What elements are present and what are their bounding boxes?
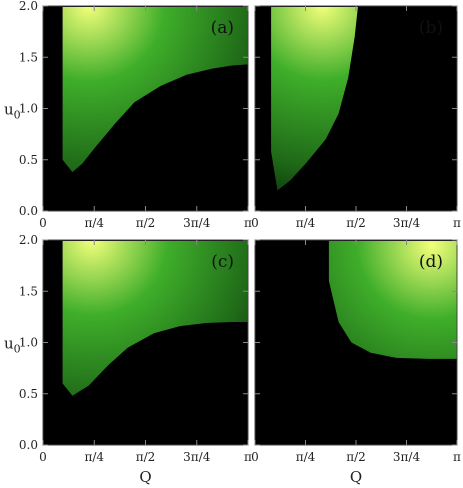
x-tick-label: π/4 [84,450,104,464]
panel-b: (b) 0 π/4 π/2 3π/4 π [251,5,461,230]
x-tick-label: 3π/4 [393,450,421,464]
x-tick-label: 0 [39,216,47,230]
panel-label: (c) [211,252,234,272]
panel-c: (c) 0 π/4 π/2 3π/4 π 0.0 0.5 1.0 1.5 2.0 [19,233,252,464]
y-axis-title: u0 [4,101,21,122]
stability-region [62,7,248,173]
x-tick-label: 3π/4 [183,216,211,230]
stability-region [271,7,358,191]
x-tick-label: 0 [39,450,47,464]
x-tick-label: π/2 [346,216,366,230]
stability-region [328,241,457,359]
x-tick-label: 3π/4 [183,450,211,464]
panel-label: (a) [211,18,234,38]
y-tick-label: 1.0 [19,102,38,116]
y-tick-label: 0.0 [19,438,38,452]
x-tick-label: π/4 [84,216,104,230]
panel-label: (b) [419,18,443,38]
y-tick-label: 1.5 [19,50,38,64]
x-axis-title: Q [139,468,151,486]
x-tick-label: π/4 [296,450,316,464]
y-axis-title: u0 [4,335,21,356]
x-tick-label: 0 [251,216,259,230]
y-tick-label: 0.5 [19,387,38,401]
x-tick-label: π/4 [296,216,316,230]
y-tick-label: 0.5 [19,153,38,167]
x-tick-label: π/2 [346,450,366,464]
y-tick-label: 2.0 [19,233,38,247]
x-tick-label: π/2 [136,216,156,230]
x-tick-label: π [453,216,461,230]
y-tick-label: 2.0 [19,0,38,13]
stability-region [62,241,248,396]
x-tick-label: π [453,450,461,464]
x-axis-title: Q [350,468,362,486]
y-tick-label: 1.5 [19,284,38,298]
x-tick-label: π [244,450,252,464]
x-tick-label: π/2 [136,450,156,464]
y-tick-label: 1.0 [19,336,38,350]
x-tick-label: π [244,216,252,230]
panel-a: (a) 0 π/4 π/2 3π/4 π 0.0 0.5 1.0 1.5 2.0 [19,0,252,230]
x-tick-label: 0 [251,450,259,464]
x-tick-label: 3π/4 [393,216,421,230]
y-tick-label: 0.0 [19,204,38,218]
panel-d: (d) 0 π/4 π/2 3π/4 π [251,239,461,464]
panel-label: (d) [419,252,443,272]
